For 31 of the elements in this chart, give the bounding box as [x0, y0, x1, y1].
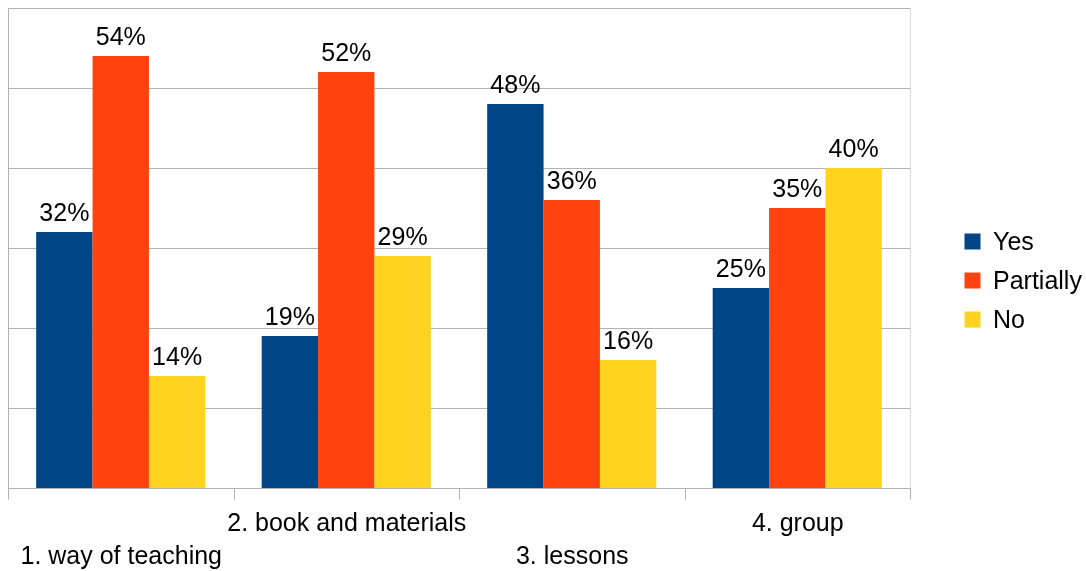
legend-label: Yes [993, 226, 1034, 255]
data-label: 35% [772, 174, 823, 202]
legend-label: No [993, 304, 1025, 333]
bar [36, 232, 93, 488]
data-label: 52% [321, 38, 372, 66]
data-label: 25% [715, 254, 766, 282]
bar [148, 376, 206, 488]
bar [769, 208, 826, 488]
data-label: 32% [39, 198, 90, 226]
data-label: 16% [603, 326, 654, 354]
bar [825, 168, 882, 488]
bar [599, 360, 657, 488]
bar [261, 336, 319, 488]
bar [543, 200, 600, 488]
data-label: 29% [377, 222, 428, 250]
data-label: 36% [546, 166, 597, 194]
x-tick-label: 4. group [751, 507, 844, 536]
x-tick-label: 1. way of teaching [20, 540, 223, 569]
data-label: 40% [828, 134, 879, 162]
bar [374, 256, 431, 488]
bar [712, 288, 770, 488]
x-tick-label: 3. lessons [515, 540, 629, 569]
bar [487, 104, 544, 488]
data-label: 14% [152, 342, 203, 370]
x-tick-label: 2. book and materials [227, 507, 467, 536]
bar [92, 56, 149, 488]
bar [318, 72, 375, 488]
data-label: 54% [95, 22, 146, 50]
legend-label: Partially [993, 265, 1083, 294]
data-label: 48% [490, 70, 541, 98]
data-label: 19% [264, 302, 315, 330]
